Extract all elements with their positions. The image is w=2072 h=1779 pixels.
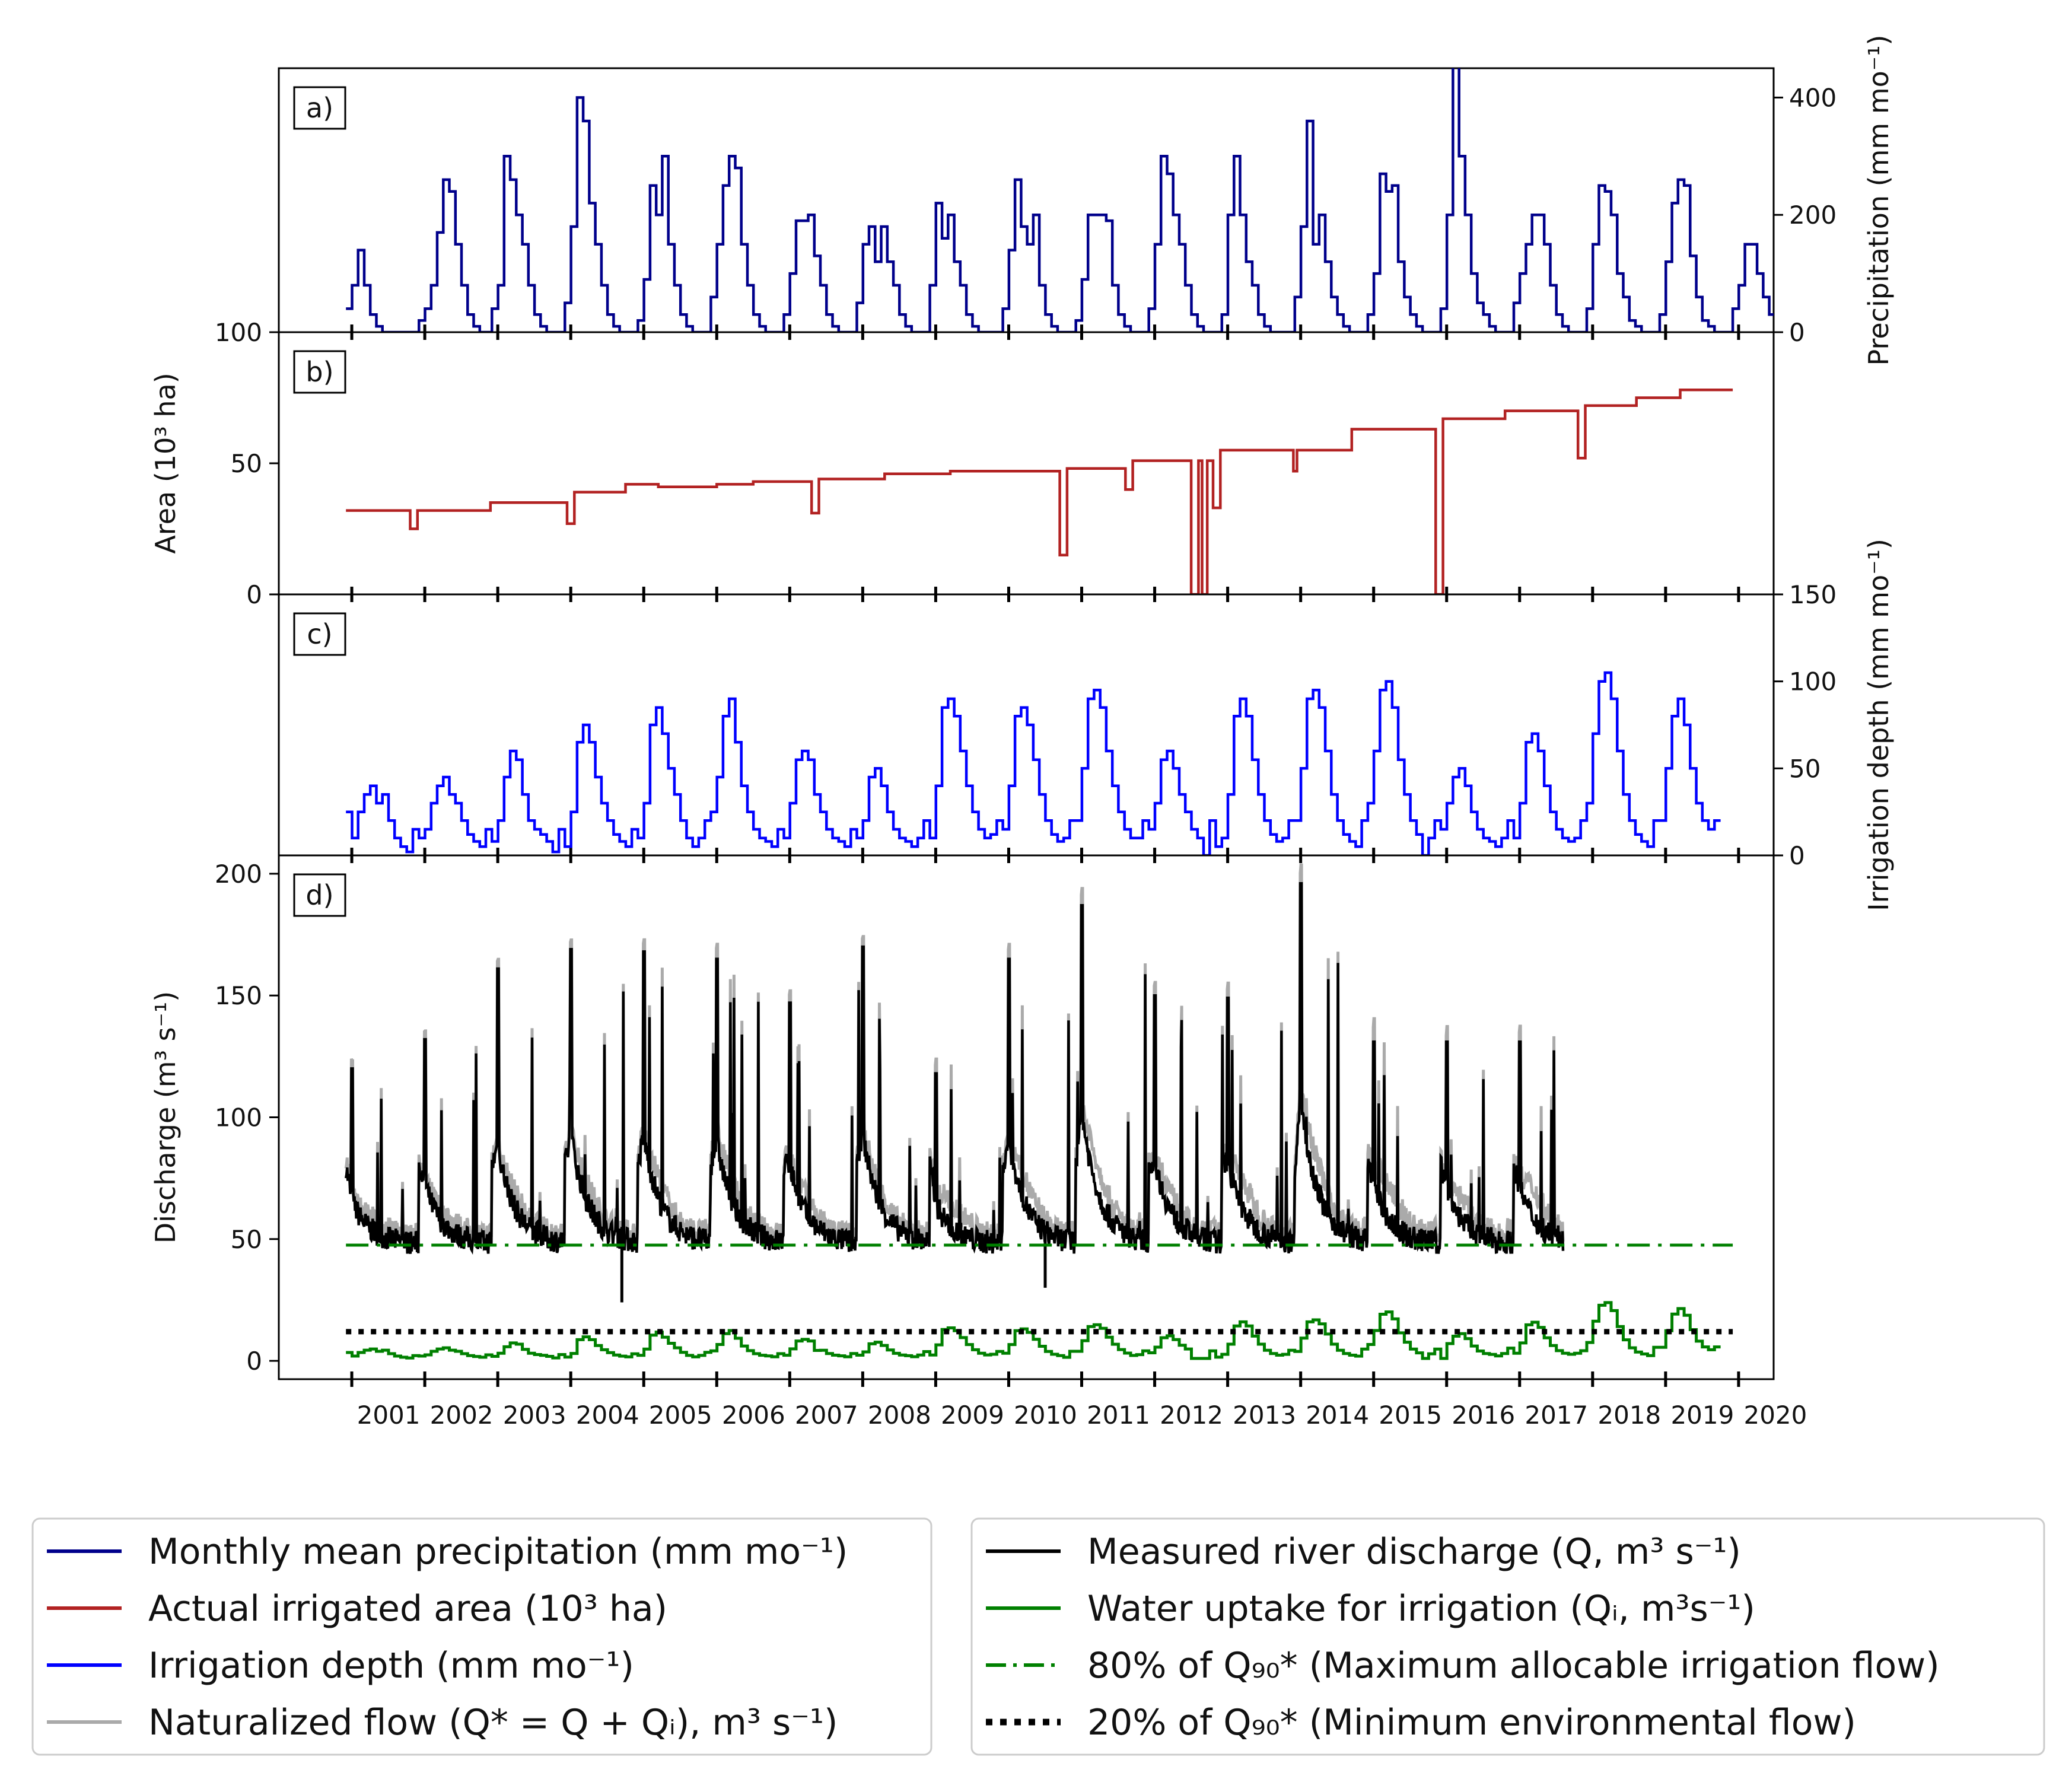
water-uptake-line <box>346 1301 1721 1360</box>
x-tick-label: 2002 <box>430 1401 494 1430</box>
panel-d: 0 50 100 150 200 Discharge (m³ s⁻¹) d) 2001 2002… <box>149 854 1807 1430</box>
x-tick-label: 2015 <box>1379 1401 1442 1430</box>
panel-frame <box>278 854 1775 1380</box>
legend-label: Irrigation depth (mm mo⁻¹) <box>148 1645 634 1686</box>
panel-tag-box <box>293 612 346 656</box>
y-tick-label: 200 <box>1789 201 1837 230</box>
measured-discharge-line <box>344 882 1565 1255</box>
y-tick-label: 0 <box>1789 318 1805 347</box>
legend-label: Water uptake for irrigation (Qᵢ, m³s⁻¹) <box>1087 1588 1755 1630</box>
legend-right: Measured river discharge (Q, m³ s⁻¹) Wate… <box>970 1517 2045 1756</box>
panel-b: 0 50 100 Area (10³ ha) b) <box>149 318 1775 609</box>
y-axis-label: Area (10³ ha) <box>149 373 182 553</box>
legend-frame <box>31 1517 932 1756</box>
x-tick-label: 2014 <box>1306 1401 1369 1430</box>
x-tick-label: 2005 <box>649 1401 712 1430</box>
y-tick-label: 100 <box>215 318 262 347</box>
y-tick-label: 0 <box>1789 841 1805 870</box>
x-tick-label: 2008 <box>868 1401 931 1430</box>
legend-left: Monthly mean precipitation (mm mo⁻¹) Actu… <box>31 1517 932 1756</box>
legend-label: Actual irrigated area (10³ ha) <box>148 1588 667 1630</box>
y-tick-label: 200 <box>215 860 262 889</box>
legend-label: Measured river discharge (Q, m³ s⁻¹) <box>1087 1531 1741 1573</box>
x-tick-label: 2016 <box>1452 1401 1515 1430</box>
naturalized-flow-line <box>344 863 1565 1248</box>
panel-c: 0 50 100 150 Irrigation depth (mm mo⁻¹) c) <box>278 539 1895 911</box>
x-tick-label: 2019 <box>1670 1401 1734 1430</box>
legend-label: 20% of Q₉₀* (Minimum environmental flow) <box>1087 1702 1856 1743</box>
y-axis-label: Precipitation (mm mo⁻¹) <box>1863 35 1895 366</box>
panel-tag-box <box>293 86 346 130</box>
panel-tag-box <box>293 350 346 394</box>
panel-tag: c) <box>307 618 332 650</box>
y-axis-label: Discharge (m³ s⁻¹) <box>149 991 182 1243</box>
panel-frame <box>278 331 1775 596</box>
legend-label: Naturalized flow (Q* = Q + Qᵢ), m³ s⁻¹) <box>148 1702 838 1743</box>
x-tick-label: 2017 <box>1524 1401 1588 1430</box>
legend-label: Monthly mean precipitation (mm mo⁻¹) <box>148 1531 848 1573</box>
series-line <box>346 671 1721 855</box>
y-tick-label: 400 <box>1789 83 1837 112</box>
y-tick-label: 150 <box>215 981 262 1010</box>
y-tick-label: 0 <box>246 580 262 609</box>
y-tick-label: 50 <box>1789 754 1820 783</box>
legend-frame <box>970 1517 2045 1756</box>
x-tick-label: 2004 <box>576 1401 639 1430</box>
panel-tag-box <box>293 873 346 917</box>
x-tick-label: 2011 <box>1087 1401 1150 1430</box>
x-tick-label: 2020 <box>1743 1401 1807 1430</box>
x-tick-label: 2010 <box>1014 1401 1077 1430</box>
x-tick-label: 2012 <box>1160 1401 1223 1430</box>
panel-tag: a) <box>306 92 333 124</box>
x-tick-label: 2003 <box>503 1401 566 1430</box>
x-tick-label: 2007 <box>795 1401 858 1430</box>
plot-area <box>346 388 1733 594</box>
y-tick-label: 150 <box>1789 580 1837 609</box>
y-tick-label: 0 <box>246 1347 262 1376</box>
series-line <box>346 68 1774 332</box>
plot-area <box>346 68 1774 332</box>
y-tick-label: 50 <box>231 449 262 478</box>
panel-a: 0 200 400 Precipitation (mm mo⁻¹) a) <box>278 35 1895 366</box>
x-tick-label: 2018 <box>1597 1401 1661 1430</box>
plot-area <box>346 671 1721 855</box>
plot-area <box>344 863 1733 1360</box>
panel-tag: b) <box>305 356 333 388</box>
legend-label: 80% of Q₉₀* (Maximum allocable irrigatio… <box>1087 1645 1940 1686</box>
y-tick-label: 100 <box>215 1103 262 1132</box>
x-tick-label: 2006 <box>722 1401 785 1430</box>
y-axis-label: Irrigation depth (mm mo⁻¹) <box>1863 539 1895 911</box>
x-tick-label: 2001 <box>357 1401 421 1430</box>
x-tick-label: 2013 <box>1233 1401 1296 1430</box>
y-tick-label: 50 <box>231 1225 262 1254</box>
panel-tag: d) <box>305 879 333 911</box>
y-tick-label: 100 <box>1789 667 1837 696</box>
x-tick-label: 2009 <box>941 1401 1004 1430</box>
series-line <box>346 388 1733 594</box>
